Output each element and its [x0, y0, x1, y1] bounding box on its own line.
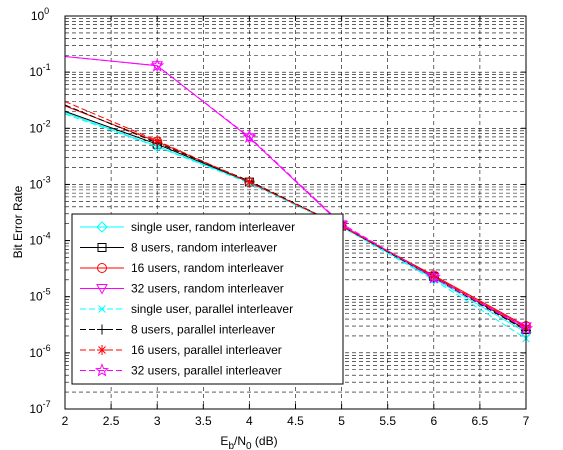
y-tick-base: 10: [29, 177, 43, 191]
y-tick-label: 10-5: [29, 287, 50, 304]
x-tick-label: 6: [430, 414, 437, 428]
y-tick-exponent: -5: [43, 287, 51, 297]
x-axis-label-unit: (dB): [252, 434, 278, 448]
legend-label: single user, random interleaver: [131, 220, 295, 234]
legend-item: 8 users, random interleaver: [80, 241, 277, 255]
y-tick-base: 10: [29, 234, 43, 248]
y-tick-base: 10: [29, 346, 43, 360]
x-tick-label: 4.5: [287, 414, 304, 428]
x-tick-label: 2: [62, 414, 69, 428]
y-tick-exponent: -7: [43, 399, 51, 409]
series-line: [64, 113, 527, 339]
legend-marker: [97, 243, 107, 252]
x-axis-label-n: /N: [234, 434, 246, 448]
y-tick-label: 100: [31, 6, 49, 23]
x-tick-label: 5.5: [379, 414, 396, 428]
legend-label: 16 users, random interleaver: [131, 261, 284, 275]
y-tick-base: 10: [29, 121, 43, 135]
x-axis-label: Eb/N0 (dB): [220, 434, 277, 450]
x-tick-label: 4: [246, 414, 253, 428]
y-tick-exponent: 0: [44, 6, 49, 16]
legend-label: 16 users, parallel interleaver: [131, 343, 282, 357]
x-tick-label: 3: [154, 414, 161, 428]
y-tick-label: 10-3: [29, 174, 50, 191]
y-tick-label: 10-6: [29, 343, 50, 360]
y-tick-exponent: -2: [43, 118, 51, 128]
y-tick-label: 10-4: [29, 231, 50, 248]
y-tick-exponent: -4: [43, 231, 51, 241]
series-line: [64, 101, 527, 329]
y-tick-label: 10-1: [29, 62, 50, 79]
legend-marker: [96, 221, 108, 233]
legend-item: single user, parallel interleaver: [80, 302, 293, 316]
legend-marker: [98, 305, 106, 313]
legend-item: single user, random interleaver: [80, 220, 295, 234]
data-point: [150, 58, 165, 72]
y-tick-exponent: -3: [43, 174, 51, 184]
legend-box: [71, 213, 344, 385]
legend-marker: [97, 263, 107, 273]
legend-label: 32 users, parallel interleaver: [131, 364, 282, 378]
legend-item: 32 users, random interleaver: [80, 282, 284, 296]
x-tick-label: 2.5: [103, 414, 120, 428]
data-point: [426, 270, 441, 284]
y-tick-base: 10: [29, 402, 43, 416]
legend-marker: [94, 363, 110, 377]
x-axis-label-sub-b: b: [228, 441, 234, 450]
data-point: [242, 129, 257, 143]
data-point: [152, 135, 163, 146]
y-tick-base: 10: [29, 290, 43, 304]
grid: [65, 16, 526, 409]
y-tick-base: 10: [31, 9, 45, 23]
legend-marker: [97, 345, 107, 355]
y-tick-exponent: -1: [43, 62, 51, 72]
y-tick-base: 10: [29, 65, 43, 79]
y-tick-label: 10-7: [29, 399, 50, 416]
legend-label: single user, parallel interleaver: [131, 302, 293, 316]
x-tick-label: 7: [523, 414, 530, 428]
y-tick-label: 10-2: [29, 118, 50, 135]
legend-item: 32 users, parallel interleaver: [80, 363, 282, 378]
x-tick-label: 5: [338, 414, 345, 428]
x-tick-label: 3.5: [195, 414, 212, 428]
legend-label: 8 users, random interleaver: [131, 241, 277, 255]
x-axis-label-sub-0: 0: [246, 441, 252, 450]
legend-label: 32 users, random interleaver: [131, 282, 284, 296]
x-axis-label-e: E: [220, 434, 228, 448]
axis-ticks: 2 2.5 3 3.5 4 4.5 5 5.5 6 6.5 710-710-610-510-410-…: [29, 6, 529, 428]
legend-label: 8 users, parallel interleaver: [131, 323, 275, 337]
legend-item: 8 users, parallel interleaver: [80, 323, 275, 337]
legend: single user, random interleaver 8 users, …: [71, 213, 344, 385]
y-tick-exponent: -6: [43, 343, 51, 353]
legend-item: 16 users, random interleaver: [80, 261, 284, 275]
legend-marker: [96, 284, 108, 295]
x-tick-label: 6.5: [472, 414, 489, 428]
data-point: [244, 177, 255, 188]
legend-item: 16 users, parallel interleaver: [80, 343, 282, 357]
y-axis-label: Bit Error Rate: [11, 185, 25, 258]
series-line: [64, 56, 527, 330]
legend-marker: [97, 324, 107, 335]
